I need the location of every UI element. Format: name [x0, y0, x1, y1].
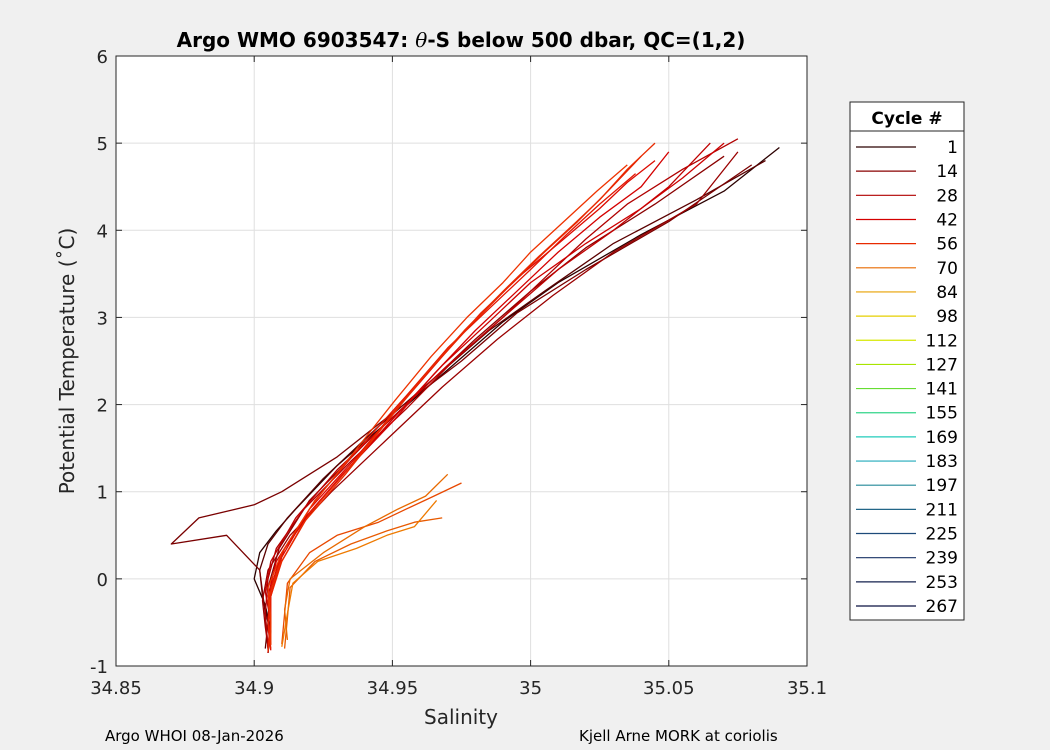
footer-right-text: Kjell Arne MORK at coriolis: [579, 727, 778, 745]
series-line: [264, 142, 711, 653]
legend-label: 14: [936, 162, 958, 182]
y-tick-label: 2: [97, 396, 108, 417]
x-tick-label: 34.9: [234, 678, 274, 699]
series-line: [267, 173, 637, 647]
legend-label: 127: [926, 355, 958, 375]
legend-label: 155: [926, 404, 958, 424]
x-tick-label: 35: [519, 678, 542, 699]
y-tick-label: -1: [90, 657, 108, 678]
legend-label: 253: [926, 573, 958, 593]
chart-title: Argo WMO 6903547: θ-S below 500 dbar, QC…: [177, 28, 746, 52]
x-tick-label: 35.1: [787, 678, 827, 699]
y-tick-label: 1: [97, 483, 108, 504]
legend-label: 211: [926, 500, 958, 520]
legend-label: 56: [936, 235, 958, 255]
legend-label: 267: [926, 597, 958, 617]
legend-label: 169: [926, 428, 958, 448]
legend-label: 225: [926, 525, 958, 545]
legend-title: Cycle #: [871, 109, 942, 129]
y-tick-label: 0: [97, 570, 108, 591]
legend-entries: 1 14 28 42 56 70 84 98 112 127 141 155 169 183 197 211 2…: [856, 138, 958, 617]
legend-label: 28: [936, 186, 958, 206]
x-tick-label: 35.05: [643, 678, 695, 699]
x-axis-label: Salinity: [424, 705, 498, 729]
series-layer: [170, 138, 780, 653]
legend-label: 183: [926, 452, 958, 472]
series-line: [267, 142, 656, 653]
legend-label: 112: [926, 331, 958, 351]
ticks: 34.85 34.9 34.95 35 35.05 35.1 -1 0 1 2 3 4 5 6: [90, 47, 827, 699]
series-line: [264, 138, 739, 649]
x-tick-label: 34.85: [90, 678, 142, 699]
title-suffix: -S below 500 dbar, QC=(1,2): [427, 28, 745, 52]
y-tick-label: 4: [97, 221, 108, 242]
title-theta-symbol: θ: [415, 28, 427, 52]
legend: Cycle # 1 14 28 42 56 70 84 98 112 127 141 155 169 18…: [849, 101, 965, 621]
legend-label: 197: [926, 476, 958, 496]
y-tick-label: 6: [97, 47, 108, 68]
title-prefix: Argo WMO 6903547:: [177, 28, 416, 52]
grid: [116, 56, 807, 666]
series-line: [267, 151, 670, 649]
legend-label: 1: [947, 138, 958, 158]
legend-label: 239: [926, 549, 958, 569]
series-line: [267, 164, 628, 646]
series-line: [281, 499, 438, 647]
legend-label: 70: [936, 259, 958, 279]
series-line: [261, 151, 739, 647]
axes-box: [115, 55, 808, 667]
x-tick-label: 34.95: [367, 678, 419, 699]
legend-label: 84: [936, 283, 958, 303]
y-axis-label: Potential Temperature (˚C): [55, 228, 79, 495]
footer-left-text: Argo WHOI 08-Jan-2026: [105, 727, 284, 745]
legend-label: 42: [936, 210, 958, 230]
series-line: [170, 164, 753, 649]
y-tick-label: 3: [97, 308, 108, 329]
legend-label: 141: [926, 380, 958, 400]
series-line: [283, 473, 449, 640]
y-tick-label: 5: [97, 134, 108, 155]
legend-label: 98: [936, 307, 958, 327]
